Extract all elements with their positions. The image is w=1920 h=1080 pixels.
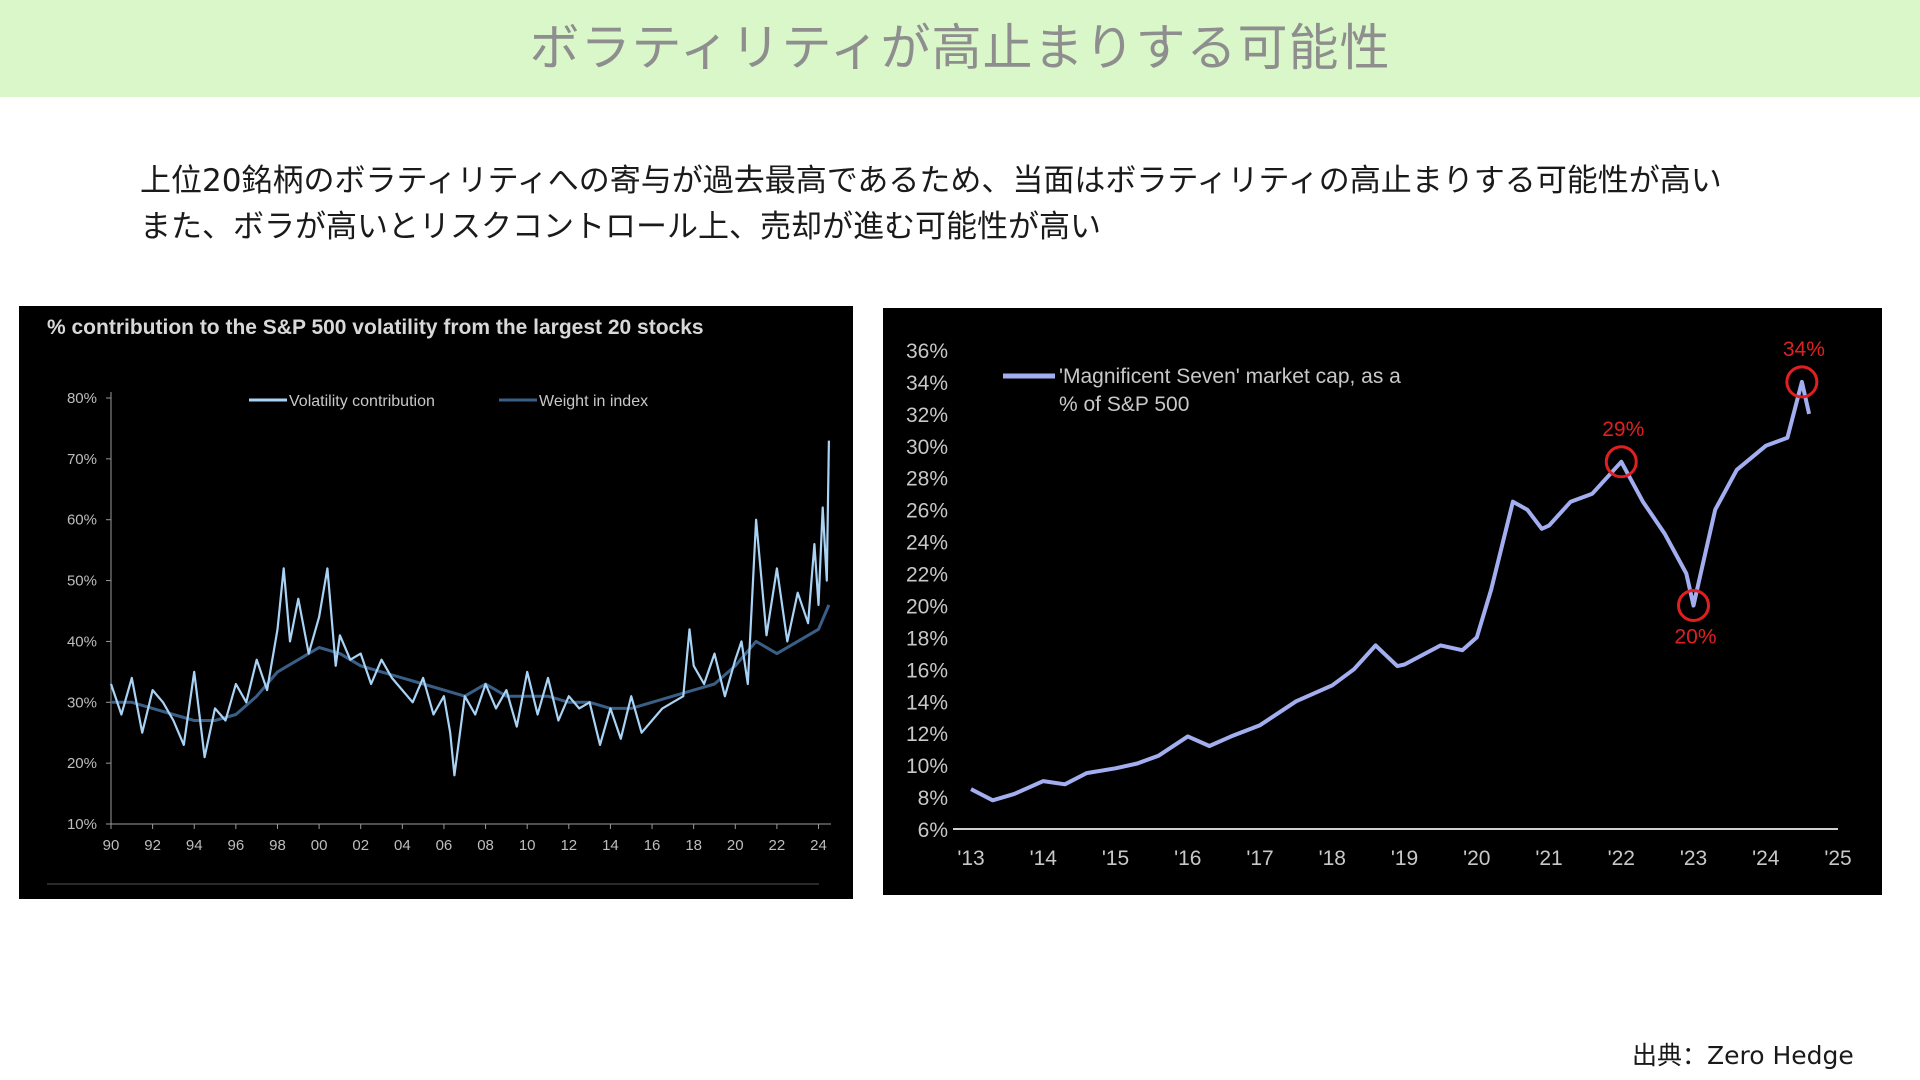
x-tick-label: '13 bbox=[957, 847, 984, 870]
x-tick-label: 16 bbox=[644, 837, 661, 854]
mag7-chart-svg: 6% 8% 10% 12% 14% 16% 18% 20% 22% 24% 26% 28% 30% 32%… bbox=[906, 338, 1852, 870]
y-tick-label: 10% bbox=[906, 755, 948, 778]
volatility-contribution-chart: % contribution to the S&P 500 volatility… bbox=[19, 306, 853, 899]
x-tick-label: 08 bbox=[477, 837, 494, 854]
x-tick-label: '16 bbox=[1174, 847, 1201, 870]
series-line-volatility-contribution bbox=[109, 440, 830, 777]
y-tick-label: 50% bbox=[67, 573, 97, 590]
x-tick-label: 24 bbox=[810, 837, 827, 854]
y-tick-label: 34% bbox=[906, 372, 948, 395]
y-tick-label: 80% bbox=[67, 390, 97, 407]
x-tick-label: 14 bbox=[602, 837, 619, 854]
title-banner bbox=[0, 0, 1920, 97]
description-line-2: また、ボラが高いとリスクコントロール上、売却が進む可能性が高い bbox=[140, 209, 1101, 245]
y-tick-label: 24% bbox=[906, 532, 948, 555]
series-line-magnificent-seven bbox=[970, 379, 1812, 803]
slide-title: ボラティリティが高止まりする可能性 bbox=[529, 19, 1391, 77]
x-tick-label: 10 bbox=[519, 837, 536, 854]
chart-title: % contribution to the S&P 500 volatility… bbox=[47, 316, 704, 339]
x-tick-label: 06 bbox=[436, 837, 453, 854]
legend-label: Volatility contribution bbox=[289, 393, 435, 410]
y-tick-label: 26% bbox=[906, 500, 948, 523]
x-tick-label: '15 bbox=[1102, 847, 1129, 870]
x-tick-label: 18 bbox=[685, 837, 702, 854]
legend-label: Weight in index bbox=[539, 393, 648, 410]
x-tick-label: 04 bbox=[394, 837, 411, 854]
x-tick-label: 12 bbox=[560, 837, 577, 854]
x-tick-label: '14 bbox=[1030, 847, 1058, 870]
x-tick-label: 98 bbox=[269, 837, 286, 854]
y-tick-label: 20% bbox=[906, 595, 948, 618]
annotation-label: 34% bbox=[1783, 338, 1825, 361]
x-tick-label: 96 bbox=[228, 837, 245, 854]
y-tick-label: 32% bbox=[906, 404, 948, 427]
y-tick-label: 18% bbox=[906, 627, 948, 650]
x-tick-label: '24 bbox=[1752, 847, 1780, 870]
x-tick-label: '17 bbox=[1246, 847, 1273, 870]
annotation-circle bbox=[1677, 588, 1710, 622]
y-tick-label: 36% bbox=[906, 340, 948, 363]
y-tick-label: 10% bbox=[67, 816, 97, 833]
volatility-chart-svg: % contribution to the S&P 500 volatility… bbox=[47, 316, 831, 885]
x-tick-label: 92 bbox=[144, 837, 161, 854]
x-tick-label: '18 bbox=[1319, 847, 1346, 870]
x-tick-label: '21 bbox=[1535, 847, 1562, 870]
description: 上位20銘柄のボラティリティへの寄与が過去最高であるため、当面はボラティリティの… bbox=[140, 158, 1840, 250]
magnificent-seven-chart: 6% 8% 10% 12% 14% 16% 18% 20% 22% 24% 26% 28% 30% 32%… bbox=[883, 308, 1882, 895]
y-tick-label: 14% bbox=[906, 691, 948, 714]
description-line-1: 上位20銘柄のボラティリティへの寄与が過去最高であるため、当面はボラティリティの… bbox=[140, 163, 1722, 199]
y-tick-label: 70% bbox=[67, 451, 97, 468]
y-tick-label: 8% bbox=[918, 787, 948, 810]
x-tick-label: 02 bbox=[352, 837, 369, 854]
y-tick-label: 20% bbox=[67, 755, 97, 772]
y-tick-label: 40% bbox=[67, 633, 97, 650]
annotation-circle bbox=[1785, 365, 1819, 399]
x-tick-label: 90 bbox=[103, 837, 120, 854]
y-tick-label: 28% bbox=[906, 468, 948, 491]
x-tick-label: 94 bbox=[186, 837, 203, 854]
source-citation: 出典：Zero Hedge bbox=[1632, 1041, 1854, 1070]
x-tick-label: 00 bbox=[311, 837, 328, 854]
y-tick-label: 60% bbox=[67, 512, 97, 529]
y-tick-label: 6% bbox=[918, 819, 948, 842]
x-tick-label: '20 bbox=[1463, 847, 1490, 870]
x-tick-label: '23 bbox=[1680, 847, 1707, 870]
annotation-label: 29% bbox=[1602, 418, 1644, 441]
legend-label: 'Magnificent Seven' market cap, as a% of… bbox=[1059, 365, 1401, 416]
x-tick-label: 22 bbox=[769, 837, 786, 854]
y-tick-label: 30% bbox=[906, 436, 948, 459]
x-tick-label: '19 bbox=[1391, 847, 1418, 870]
annotation-circle bbox=[1604, 445, 1638, 479]
annotation-label: 20% bbox=[1674, 625, 1716, 648]
series-line-weight-in-index bbox=[111, 604, 831, 722]
y-tick-label: 22% bbox=[906, 564, 948, 587]
x-tick-label: '25 bbox=[1824, 847, 1851, 870]
y-tick-label: 30% bbox=[67, 694, 97, 711]
y-tick-label: 12% bbox=[906, 723, 948, 746]
x-tick-label: '22 bbox=[1608, 847, 1635, 870]
x-tick-label: 20 bbox=[727, 837, 744, 854]
y-tick-label: 16% bbox=[906, 659, 948, 682]
